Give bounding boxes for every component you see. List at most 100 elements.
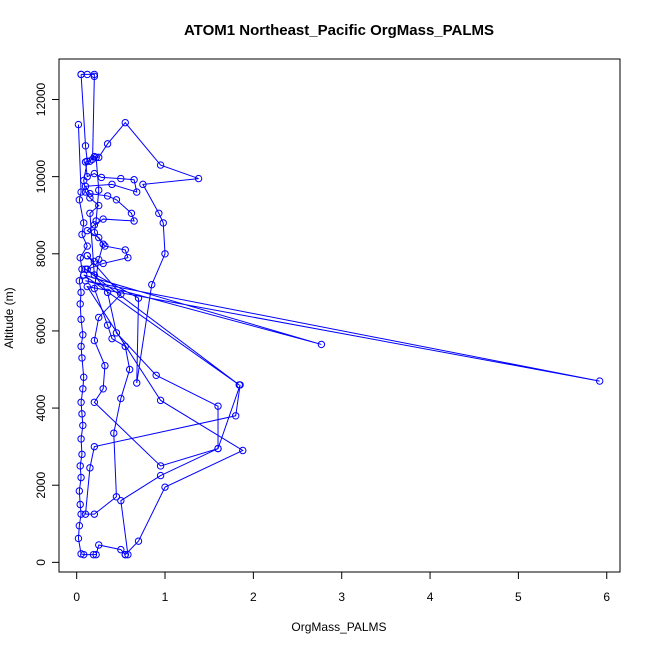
data-point xyxy=(76,462,84,470)
x-axis-label: OrgMass_PALMS xyxy=(291,620,386,634)
data-point xyxy=(90,271,99,279)
data-point xyxy=(75,487,84,495)
data-point xyxy=(194,174,203,183)
x-axis: 0 1 2 3 4 5 6 xyxy=(73,571,610,604)
plot-frame xyxy=(58,58,621,573)
data-point xyxy=(99,240,107,248)
data-point xyxy=(121,246,129,254)
data-point xyxy=(80,373,88,381)
data-point xyxy=(92,217,100,225)
data-point xyxy=(117,290,125,298)
data-point xyxy=(88,155,97,163)
series-layer xyxy=(74,70,604,559)
data-point xyxy=(95,255,103,264)
data-point xyxy=(81,188,90,196)
data-point xyxy=(95,186,103,194)
data-point xyxy=(79,421,87,430)
data-point xyxy=(74,534,83,543)
data-point xyxy=(90,398,99,406)
data-point xyxy=(75,522,84,530)
data-point xyxy=(92,153,100,162)
data-point xyxy=(214,402,222,410)
data-point xyxy=(148,280,156,289)
data-point xyxy=(77,315,85,324)
data-point xyxy=(124,550,132,559)
data-point xyxy=(83,226,91,235)
data-point xyxy=(595,377,604,385)
data-point xyxy=(236,381,244,389)
x-tick-label: 3 xyxy=(338,590,345,604)
y-tick-label: 4000 xyxy=(34,394,48,421)
data-point xyxy=(133,379,141,387)
data-point xyxy=(117,496,125,505)
data-point xyxy=(90,72,99,81)
y-axis: 0 2000 4000 6000 8000 10000 12000 xyxy=(34,82,60,566)
data-point xyxy=(117,174,125,183)
y-tick-label: 10000 xyxy=(34,160,48,194)
data-point xyxy=(127,209,136,217)
data-point xyxy=(99,259,107,268)
data-point xyxy=(134,294,143,302)
data-point xyxy=(108,180,116,189)
data-point xyxy=(90,70,99,79)
data-point xyxy=(121,118,129,127)
data-point xyxy=(81,142,90,150)
data-point xyxy=(78,450,86,459)
data-point xyxy=(121,342,129,351)
data-point xyxy=(95,201,103,210)
y-tick-label: 2000 xyxy=(34,472,48,499)
data-point xyxy=(83,242,91,250)
data-point xyxy=(83,70,91,79)
data-point xyxy=(130,217,138,225)
data-point xyxy=(101,242,109,250)
data-point xyxy=(90,336,99,345)
series-path-1 xyxy=(74,120,129,559)
data-point xyxy=(89,550,98,559)
series-line xyxy=(81,73,241,555)
data-point xyxy=(112,493,121,501)
data-point xyxy=(156,161,165,169)
data-point xyxy=(124,253,132,262)
data-point xyxy=(90,284,99,293)
data-point xyxy=(95,313,103,322)
data-point xyxy=(78,410,86,418)
data-point xyxy=(90,228,99,237)
data-point xyxy=(86,209,94,217)
y-tick-label: 12000 xyxy=(34,82,48,116)
series-path-2 xyxy=(80,118,604,559)
data-point xyxy=(101,361,109,370)
data-point xyxy=(156,462,165,470)
data-point xyxy=(76,253,84,262)
data-point xyxy=(77,342,85,351)
data-point xyxy=(161,483,169,491)
data-point xyxy=(125,365,134,374)
data-point xyxy=(121,550,129,559)
data-point xyxy=(77,473,85,482)
data-point xyxy=(79,331,87,339)
data-point xyxy=(156,396,165,405)
x-tick-label: 5 xyxy=(515,590,522,604)
data-point xyxy=(133,188,141,196)
data-point xyxy=(110,429,118,437)
data-point xyxy=(90,442,99,451)
x-tick-label: 6 xyxy=(603,590,610,604)
series-path-3 xyxy=(77,70,222,470)
series-line xyxy=(77,124,126,556)
data-point xyxy=(95,541,103,549)
data-point xyxy=(161,250,169,258)
data-point xyxy=(80,550,88,559)
data-point xyxy=(112,196,121,204)
data-point xyxy=(239,446,247,455)
data-point xyxy=(83,265,91,273)
x-tick-label: 4 xyxy=(427,590,434,604)
series-line xyxy=(83,121,600,555)
data-point xyxy=(134,537,143,545)
x-tick-label: 0 xyxy=(73,590,80,604)
series-line xyxy=(80,74,219,467)
y-axis-label: Altitude (m) xyxy=(2,287,16,348)
data-point xyxy=(95,233,103,242)
data-point xyxy=(99,215,107,223)
data-point xyxy=(155,209,163,217)
data-point xyxy=(92,550,100,559)
